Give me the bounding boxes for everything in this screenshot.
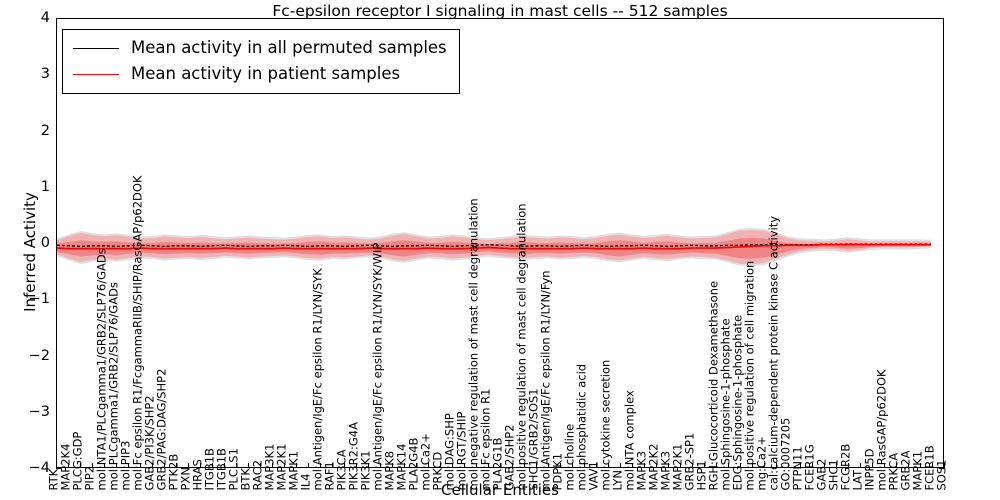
- legend-swatch-patient-series: [73, 73, 119, 75]
- chart-legend: Mean activity in all permuted samples Mea…: [62, 29, 460, 94]
- y-tick-mark: [56, 468, 61, 469]
- y-tick-mark: [939, 468, 944, 469]
- legend-item-patient-series: Mean activity in patient samples: [73, 61, 447, 87]
- y-tick-label: 0: [40, 235, 50, 251]
- y-tick-label: 4: [40, 10, 50, 26]
- legend-label: Mean activity in patient samples: [131, 63, 401, 83]
- y-tick-label: 1: [40, 178, 50, 195]
- y-tick-label: −1: [28, 291, 50, 308]
- y-tick-label: −2: [28, 347, 50, 364]
- x-axis-label: Cellular Entities: [441, 481, 559, 499]
- y-tick-label: −4: [28, 460, 50, 476]
- plot-svg: [57, 228, 932, 267]
- y-tick-label: 2: [40, 122, 50, 139]
- legend-label: Mean activity in all permuted samples: [131, 37, 447, 57]
- legend-item-permuted-series: Mean activity in all permuted samples: [73, 35, 447, 61]
- y-tick-label: −3: [28, 403, 50, 420]
- legend-swatch-permuted-series: [73, 47, 119, 49]
- series-line-patient: [57, 243, 932, 250]
- y-tick-label: 3: [40, 66, 50, 83]
- chart-title: Fc-epsilon receptor I signaling in mast …: [272, 2, 728, 20]
